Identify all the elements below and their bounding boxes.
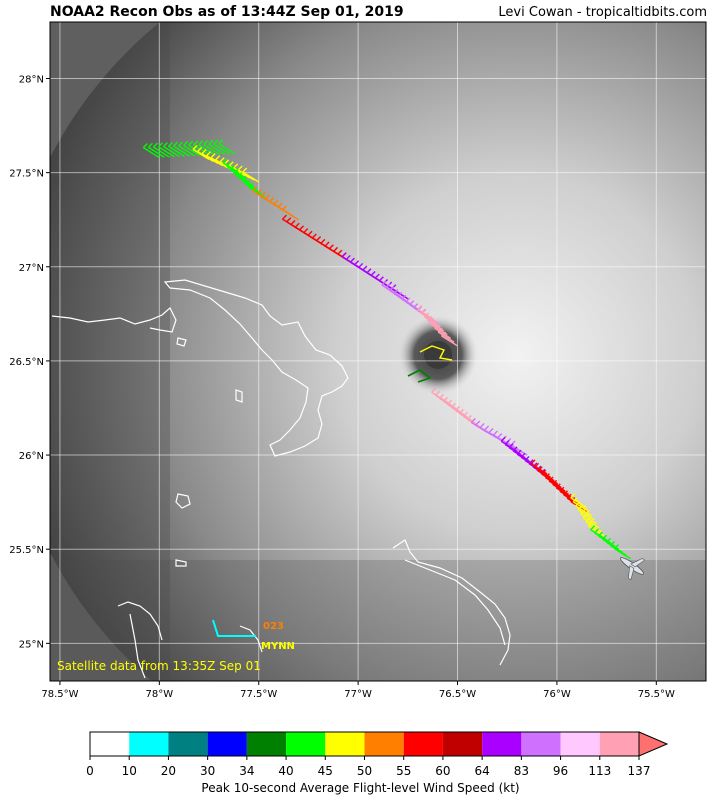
- colorbar-swatch: [207, 732, 247, 756]
- colorbar-swatch: [442, 732, 483, 756]
- colorbar-swatch: [482, 732, 522, 756]
- colorbar-tick-label: 40: [278, 764, 294, 778]
- lat-tick-label: 26.5°N: [9, 357, 44, 368]
- colorbar-tick-label: 83: [513, 764, 529, 778]
- eyewall-barbs: [407, 369, 432, 383]
- colorbar-swatch: [168, 732, 208, 756]
- colorbar-tick-label: 50: [356, 764, 373, 778]
- colorbar-label: Peak 10-second Average Flight-level Wind…: [201, 781, 520, 795]
- map-frame: [49, 21, 707, 682]
- colorbar-swatch: [90, 732, 130, 756]
- colorbar-tick-label: 64: [474, 764, 490, 778]
- wind-barb-segment: [252, 186, 299, 221]
- colorbar-tick-label: 60: [435, 764, 451, 778]
- colorbar-tick-label: 0: [86, 764, 94, 778]
- colorbar-swatch: [521, 732, 561, 756]
- satellite-timestamp: Satellite data from 13:35Z Sep 01: [57, 659, 261, 673]
- colorbar-swatch: [364, 732, 404, 756]
- lat-tick-label: 25.5°N: [9, 545, 44, 556]
- lon-tick-label: 77°W: [344, 689, 372, 700]
- lon-tick-label: 77.5°W: [240, 689, 277, 700]
- colorbar-tick-label: 113: [588, 764, 612, 778]
- colorbar-extend-arrow: [638, 731, 669, 757]
- colorbar-tick-label: 137: [627, 764, 651, 778]
- station-value: 023: [263, 621, 284, 632]
- lat-tick-label: 27°N: [19, 263, 44, 274]
- colorbar-tick-label: 34: [239, 764, 255, 778]
- colorbar-swatch: [403, 732, 443, 756]
- colorbar-swatch: [286, 732, 326, 756]
- lat-tick-label: 28°N: [19, 74, 44, 85]
- lon-tick-label: 76.5°W: [439, 689, 476, 700]
- station-marker: [212, 619, 256, 637]
- colorbar-swatch: [599, 732, 639, 756]
- coastlines: [51, 279, 511, 679]
- colorbar-tick-label: 10: [121, 764, 137, 778]
- lon-tick-label: 78°W: [146, 689, 174, 700]
- wind-speed-colorbar: [89, 731, 669, 760]
- colorbar-swatch: [246, 732, 287, 756]
- map-axes: 28°N 27.5°N 27°N 26.5°N 26°N 25.5°N 25°N 78.5°W…: [9, 74, 675, 700]
- lat-tick-label: 27.5°N: [9, 169, 44, 180]
- map-credit: Levi Cowan - tropicaltidbits.com: [498, 5, 707, 20]
- lon-tick-label: 78.5°W: [41, 689, 78, 700]
- colorbar-swatch: [325, 732, 365, 756]
- colorbar-tick-label: 96: [552, 764, 569, 778]
- wind-barb-segment: [590, 525, 631, 560]
- lat-tick-label: 26°N: [19, 451, 44, 462]
- colorbar-tick-label: 30: [200, 764, 216, 778]
- colorbar-tick-label: 20: [160, 764, 177, 778]
- lon-tick-label: 75.5°W: [638, 689, 675, 700]
- recon-flight-track: [142, 139, 631, 560]
- lat-tick-label: 25°N: [19, 639, 44, 650]
- map-gridlines: [50, 22, 706, 681]
- map-title: NOAA2 Recon Obs as of 13:44Z Sep 01, 201…: [50, 4, 404, 20]
- wind-barb-segment: [417, 304, 458, 347]
- station-label: MYNN: [261, 641, 295, 652]
- colorbar-tick-label: 55: [396, 764, 412, 778]
- lon-tick-label: 76°W: [543, 689, 571, 700]
- aircraft-icon: [620, 557, 646, 581]
- colorbar-swatch: [129, 732, 169, 756]
- colorbar-swatch: [560, 732, 600, 756]
- colorbar-tick-label: 45: [317, 764, 333, 778]
- eyewall-barbs: [419, 345, 453, 361]
